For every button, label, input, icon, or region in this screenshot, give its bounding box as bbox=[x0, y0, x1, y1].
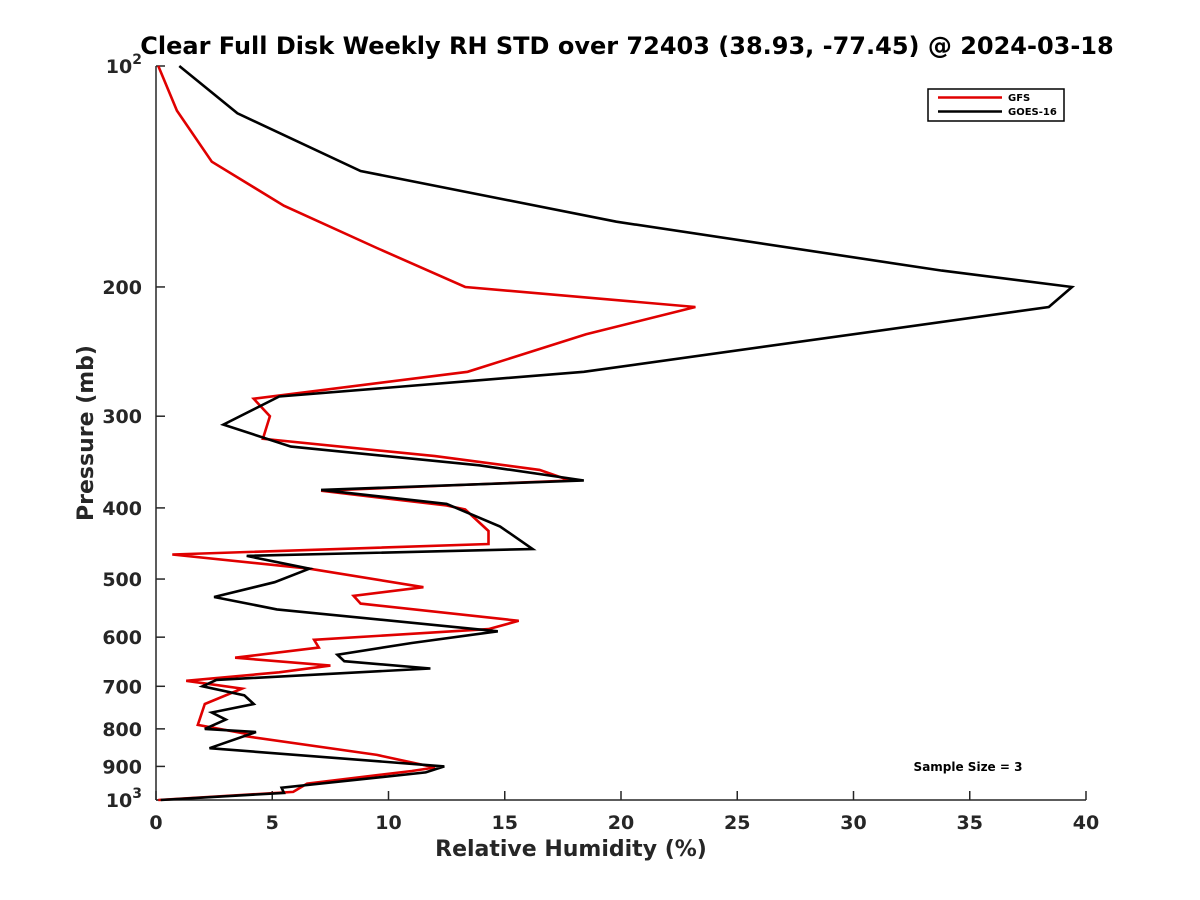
y-tick-label: 700 bbox=[102, 676, 142, 698]
legend-label-goes16: GOES-16 bbox=[1008, 107, 1057, 118]
y-tick-label: 600 bbox=[102, 627, 142, 649]
y-tick-label: 800 bbox=[102, 719, 142, 741]
legend-box bbox=[927, 88, 1065, 122]
series-layer bbox=[157, 64, 1076, 802]
legend-label-gfs: GFS bbox=[1008, 93, 1030, 104]
y-tick-label: 300 bbox=[102, 406, 142, 428]
x-tick-label: 35 bbox=[957, 812, 983, 834]
x-tick-label: 30 bbox=[840, 812, 866, 834]
x-axis-label: Relative Humidity (%) bbox=[435, 837, 707, 862]
y-tick-label: 200 bbox=[102, 277, 142, 299]
y-tick-label: 400 bbox=[102, 498, 142, 520]
y-tick-label: 102 bbox=[106, 52, 142, 78]
y-tick-label: 103 bbox=[106, 786, 142, 812]
chart-title: Clear Full Disk Weekly RH STD over 72403… bbox=[140, 32, 1113, 60]
x-tick-label: 25 bbox=[724, 812, 750, 834]
x-tick-label: 20 bbox=[608, 812, 634, 834]
plot-area bbox=[156, 66, 1086, 800]
series-line-gfs bbox=[157, 65, 696, 802]
x-tick-label: 15 bbox=[492, 812, 518, 834]
legend: GFS GOES-16 bbox=[927, 88, 1065, 122]
axes: 0 5 10 15 20 25 30 35 40 102 200 300 400 500 600 700 800… bbox=[102, 52, 1099, 834]
y-tick-label: 900 bbox=[102, 756, 142, 778]
y-axis-label: Pressure (mb) bbox=[74, 345, 99, 521]
x-tick-label: 0 bbox=[149, 812, 162, 834]
x-tick-label: 5 bbox=[266, 812, 279, 834]
sample-size-annotation: Sample Size = 3 bbox=[914, 760, 1023, 774]
y-tick-label: 500 bbox=[102, 569, 142, 591]
x-tick-label: 10 bbox=[375, 812, 401, 834]
series-line-goes16 bbox=[160, 64, 1076, 802]
x-tick-label: 40 bbox=[1073, 812, 1099, 834]
